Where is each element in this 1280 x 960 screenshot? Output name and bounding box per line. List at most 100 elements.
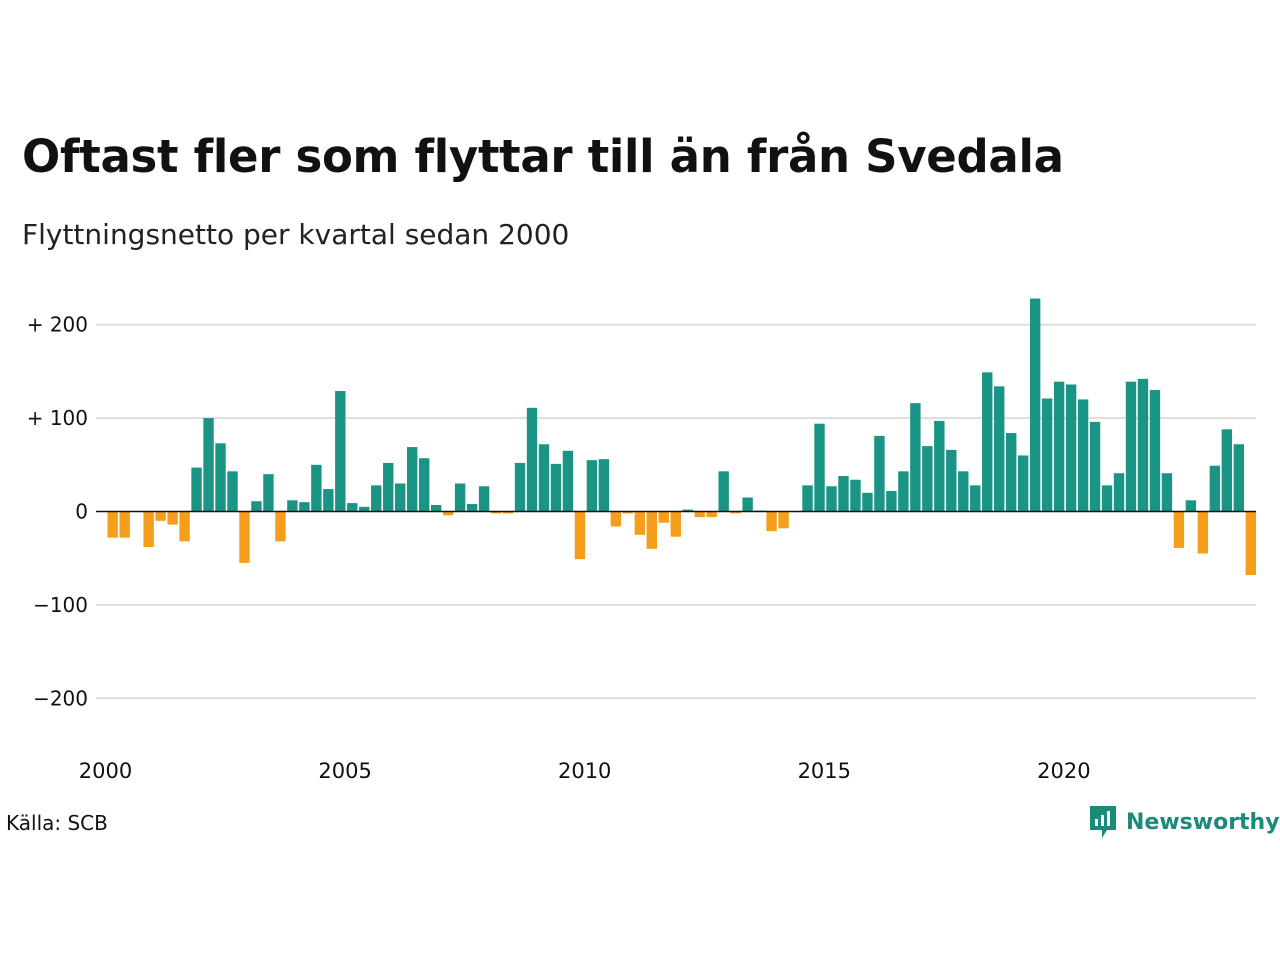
bar xyxy=(982,372,993,512)
bar xyxy=(574,511,586,560)
bar xyxy=(359,506,370,512)
x-tick-label: 2010 xyxy=(558,759,611,783)
bar xyxy=(347,503,358,512)
bar xyxy=(934,420,945,512)
bar xyxy=(478,486,490,512)
bar-chart: + 200 + 100 0 −100 −200 2000 2005 2010 2015 2020 xyxy=(27,298,1256,783)
bar xyxy=(1029,298,1041,512)
y-tick-label: −100 xyxy=(33,593,88,617)
chart-subtitle: Flyttningsnetto per kvartal sedan 2000 xyxy=(22,218,570,251)
bar xyxy=(1006,433,1017,512)
bar xyxy=(958,471,969,512)
bar xyxy=(826,486,837,512)
bar xyxy=(898,471,909,512)
bar xyxy=(538,444,550,512)
bar xyxy=(778,511,789,529)
bar xyxy=(622,511,634,514)
x-tick-label: 2005 xyxy=(318,759,371,783)
bar xyxy=(730,511,741,514)
bar xyxy=(287,500,298,512)
bar xyxy=(694,511,705,518)
bar xyxy=(179,511,190,542)
bar xyxy=(407,447,418,512)
bar xyxy=(143,511,154,547)
bar xyxy=(239,511,250,563)
bar xyxy=(706,511,717,518)
bar xyxy=(454,483,466,512)
bar xyxy=(418,458,430,512)
bar xyxy=(263,474,274,512)
x-tick-label: 2020 xyxy=(1037,759,1090,783)
chart-title: Oftast fler som flyttar till än från Sve… xyxy=(22,130,1064,183)
y-tick-label: 0 xyxy=(75,500,88,524)
bar xyxy=(203,418,214,512)
bar xyxy=(1197,511,1209,554)
bar xyxy=(922,446,933,512)
bars xyxy=(96,298,1256,576)
bar xyxy=(502,511,514,514)
bar xyxy=(514,462,526,512)
bar xyxy=(598,459,610,512)
y-tick-label: −200 xyxy=(33,686,88,710)
bar xyxy=(1089,421,1101,512)
bar xyxy=(970,485,981,512)
bar xyxy=(1065,384,1077,512)
y-tick-label: + 200 xyxy=(27,313,88,337)
bar xyxy=(1041,398,1053,512)
bar xyxy=(323,489,334,512)
bar xyxy=(550,463,562,512)
bar xyxy=(1221,429,1233,512)
bar xyxy=(610,511,622,527)
bar xyxy=(107,511,118,538)
bar xyxy=(395,483,406,512)
bar xyxy=(634,511,646,535)
bar xyxy=(1017,455,1029,512)
bar xyxy=(1125,381,1137,512)
bar xyxy=(1209,465,1221,512)
bar xyxy=(946,449,957,512)
bar xyxy=(1245,511,1256,576)
y-tick-label: + 100 xyxy=(27,406,88,430)
bar xyxy=(275,511,286,542)
bar xyxy=(766,511,777,532)
bar xyxy=(430,504,442,512)
bar xyxy=(910,403,921,512)
x-tick-label: 2015 xyxy=(798,759,851,783)
bar xyxy=(562,450,574,512)
newsworthy-logo-icon xyxy=(1090,806,1116,838)
bar xyxy=(526,407,538,512)
newsworthy-logo: Newsworthy xyxy=(1088,804,1280,840)
bar xyxy=(874,435,885,512)
bar xyxy=(1149,390,1161,512)
bar xyxy=(646,511,657,549)
bar xyxy=(1161,473,1173,512)
bar xyxy=(1113,473,1125,512)
bar xyxy=(227,471,238,512)
source-note: Källa: SCB xyxy=(6,811,108,835)
bar xyxy=(466,504,478,512)
bar xyxy=(682,509,693,512)
bar xyxy=(335,391,346,512)
bar xyxy=(658,511,669,523)
bar xyxy=(802,485,813,512)
bar xyxy=(155,511,166,521)
bar xyxy=(1077,399,1089,512)
bar xyxy=(191,467,202,512)
bar xyxy=(299,502,310,512)
bar xyxy=(119,511,130,538)
axis-labels: + 200 + 100 0 −100 −200 2000 2005 2010 2015 2020 xyxy=(27,313,1091,783)
bar xyxy=(490,511,502,514)
bar xyxy=(586,460,598,512)
bar xyxy=(718,471,729,512)
bar xyxy=(167,511,178,525)
bar xyxy=(742,497,753,512)
bar xyxy=(814,423,825,512)
bar xyxy=(670,511,681,537)
bar xyxy=(850,479,861,512)
bar xyxy=(862,492,873,512)
bar xyxy=(1233,444,1245,512)
bar xyxy=(442,511,454,516)
bar xyxy=(1101,485,1113,512)
bar xyxy=(994,386,1005,512)
bar xyxy=(886,490,897,512)
